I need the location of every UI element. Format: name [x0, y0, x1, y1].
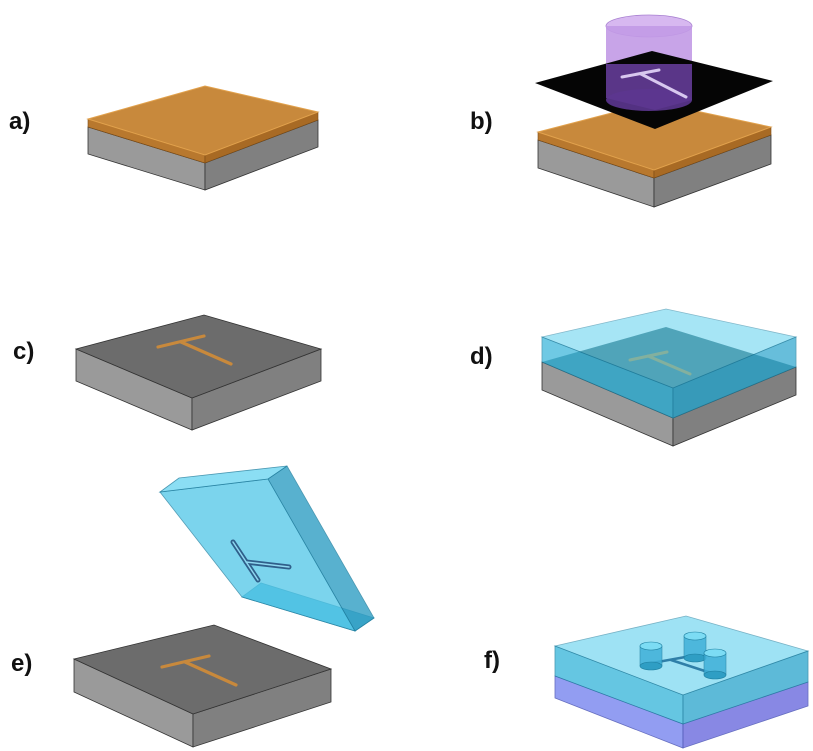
pdms-top [540, 308, 798, 389]
photoresist-top [86, 85, 320, 156]
panel-a-substrate-with-photoresist [86, 85, 320, 191]
mold-t-channel [156, 334, 233, 366]
mold-t-channel [160, 654, 238, 687]
panel-b-uv-exposure [535, 14, 773, 208]
panel-f-bonded-device [553, 615, 810, 749]
step-label-d: d) [470, 343, 493, 370]
step-label-a: a) [9, 108, 31, 135]
pdms-top [553, 615, 810, 696]
outlet-port [703, 648, 727, 680]
panel-c-developed-mold [74, 314, 323, 431]
step-label-c: c) [13, 338, 35, 365]
inlet-port-1 [639, 641, 663, 671]
inlet-port-2 [683, 631, 707, 663]
uv-cylinder-bottom [606, 89, 692, 111]
pdms-slab-top-edge [158, 465, 288, 493]
step-label-b: b) [470, 108, 493, 135]
step-label-f: f) [484, 647, 500, 674]
pdms-imprinted-channel-highlight [232, 541, 290, 581]
substrate-top [74, 314, 323, 399]
panel-d-pdms-casting [540, 308, 798, 447]
panel-e-pdms-peel-off [72, 465, 375, 748]
mask-t-pattern [620, 68, 688, 99]
step-label-e: e) [11, 650, 33, 677]
